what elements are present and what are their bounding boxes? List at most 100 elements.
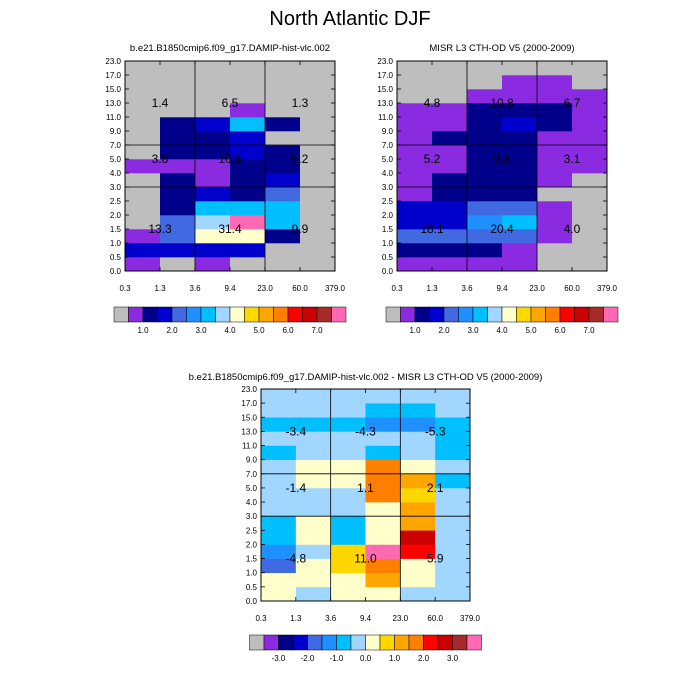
heatmap-cell (265, 117, 301, 132)
heatmap-cell (365, 516, 401, 531)
heatmap-cell (195, 215, 231, 230)
heatmap-cell (295, 502, 331, 517)
heatmap-cell (195, 75, 231, 90)
heatmap-cell (195, 61, 231, 76)
y-tick-label: 11.0 (378, 113, 394, 122)
x-tick-label: 9.4 (360, 614, 372, 623)
x-tick-label: 0.3 (391, 284, 403, 293)
chart-panel-2: MISR L3 CTH-OD V5 (2000-2009)0.00.51.01.… (377, 43, 619, 335)
heatmap-cell (435, 530, 471, 545)
y-tick-label: 7.0 (110, 141, 122, 150)
colorbar-swatch (292, 634, 308, 651)
bin-annotation: 6.7 (564, 96, 581, 110)
heatmap-cell (432, 75, 468, 90)
heatmap-cell (365, 544, 401, 559)
heatmap-cell (467, 131, 503, 146)
heatmap-cell (195, 159, 231, 174)
heatmap-cell (365, 389, 401, 404)
bin-annotation: -1.4 (285, 481, 306, 495)
heatmap-cell (365, 459, 401, 475)
y-tick-label: 11.0 (106, 113, 122, 122)
y-tick-label: 23.0 (105, 57, 121, 66)
heatmap-cell (125, 103, 161, 118)
heatmap-cell (435, 445, 471, 460)
y-tick-label: 2.0 (246, 540, 258, 549)
heatmap-cell (467, 257, 503, 272)
heatmap-cell (265, 103, 301, 118)
heatmap-cell (230, 243, 266, 258)
heatmap-cell (537, 229, 573, 244)
heatmap-cell (435, 586, 471, 602)
heatmap-cell (230, 215, 266, 230)
heatmap-cell (125, 61, 161, 76)
y-tick-label: 9.0 (110, 127, 122, 136)
x-tick-label: 23.0 (529, 284, 545, 293)
bin-annotation: -4.8 (285, 552, 306, 566)
x-tick-label: 9.4 (224, 284, 236, 293)
heatmap-cell (230, 257, 266, 272)
heatmap-cell (432, 173, 468, 188)
colorbar-swatch (200, 306, 216, 323)
heatmap-cell (502, 103, 538, 118)
heatmap-cell (230, 61, 266, 76)
heatmap-cell (261, 544, 297, 559)
colorbar-swatch (249, 634, 265, 651)
x-tick-label: 379.0 (325, 284, 346, 293)
x-tick-label: 379.0 (597, 284, 618, 293)
heatmap-cell (261, 403, 297, 418)
y-tick-label: 23.0 (241, 385, 257, 394)
heatmap-cell (432, 103, 468, 118)
x-tick-label: 1.3 (154, 284, 166, 293)
heatmap-cell (467, 243, 503, 258)
colorbar-label: -2.0 (301, 654, 315, 663)
heatmap-cell (261, 502, 297, 517)
heatmap-cell (502, 61, 538, 76)
heatmap-cell (365, 417, 401, 432)
colorbar-swatch (408, 634, 424, 651)
heatmap-cell (400, 558, 436, 574)
x-tick-label: 60.0 (564, 284, 580, 293)
heatmap-cell (195, 229, 231, 244)
x-tick-label: 0.3 (255, 614, 267, 623)
bin-annotation: 9.6 (494, 152, 511, 166)
colorbar-label: 2.0 (166, 326, 178, 335)
heatmap-cell (365, 445, 401, 460)
heatmap-cell (365, 473, 401, 489)
heatmap-cell (467, 229, 503, 244)
heatmap-cell (125, 187, 161, 202)
heatmap-cell (125, 131, 161, 146)
heatmap-cell (537, 243, 573, 258)
heatmap-cell (572, 159, 608, 174)
y-tick-label: 7.0 (246, 470, 258, 479)
heatmap-cell (435, 487, 471, 503)
bin-annotation: 13.3 (148, 222, 172, 236)
heatmap-cell (400, 431, 436, 446)
heatmap-cell (435, 431, 471, 446)
heatmap-cell (572, 75, 608, 90)
x-tick-label: 23.0 (393, 614, 409, 623)
heatmap-cell (160, 229, 196, 244)
heatmap-cell (572, 229, 608, 244)
heatmap-cell (365, 530, 401, 545)
heatmap-cell (230, 159, 266, 174)
bin-annotation: 11.0 (354, 552, 377, 566)
heatmap-cell (467, 75, 503, 90)
y-tick-label: 3.0 (382, 183, 394, 192)
bin-annotation: 5.9 (427, 552, 444, 566)
heatmap-cell (300, 243, 336, 258)
heatmap-cell (195, 243, 231, 258)
heatmap-cell (300, 159, 336, 174)
colorbar-swatch (574, 306, 590, 323)
y-tick-label: 4.0 (246, 498, 258, 507)
y-tick-label: 2.0 (382, 211, 394, 220)
bin-annotation: 10.8 (490, 96, 514, 110)
heatmap-cell (261, 572, 297, 588)
heatmap-cell (400, 417, 436, 432)
heatmap-cell (572, 243, 608, 258)
heatmap-cell (265, 159, 301, 174)
heatmap-cell (265, 215, 301, 230)
heatmap-cell (365, 558, 401, 574)
bin-annotation: -4.3 (355, 424, 376, 438)
heatmap-cell (295, 530, 331, 545)
colorbar-swatch (287, 306, 303, 323)
